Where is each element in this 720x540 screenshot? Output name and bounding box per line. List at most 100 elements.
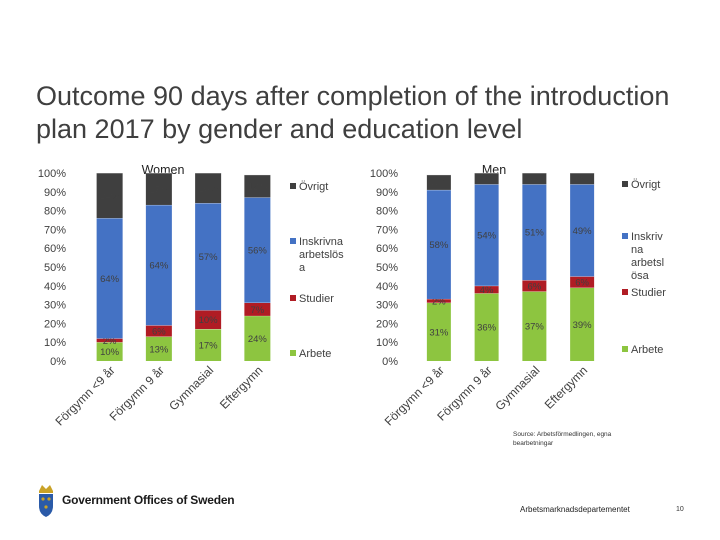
source-note: Source: Arbetsförmedlingen, egna bearbet… bbox=[513, 431, 612, 447]
y-tick-label: 50% bbox=[376, 262, 398, 274]
y-tick-label: 90% bbox=[44, 187, 66, 199]
legend-entry: Arbete bbox=[299, 348, 331, 360]
data-label: 10% bbox=[100, 347, 120, 358]
legend-swatch bbox=[622, 233, 628, 239]
bar-segment bbox=[522, 280, 547, 292]
category-label: Förgymn <9 år bbox=[382, 363, 447, 428]
y-tick-label: 40% bbox=[44, 281, 66, 293]
bar-segment bbox=[426, 189, 451, 299]
crown-crest-icon bbox=[39, 485, 53, 517]
department-name: Arbetsmarknadsdepartementet bbox=[520, 505, 630, 514]
category-label: Gymnasial bbox=[166, 363, 216, 413]
bar-segment bbox=[570, 287, 595, 361]
data-label: 17% bbox=[149, 184, 169, 195]
slide-title: Outcome 90 days after completion of the … bbox=[36, 81, 670, 144]
data-label: 51% bbox=[525, 228, 545, 239]
footer-logo: Government Offices of Sweden bbox=[36, 482, 235, 518]
data-label: 6% bbox=[575, 174, 589, 185]
y-tick-label: 70% bbox=[44, 224, 66, 236]
bar-segment bbox=[244, 302, 271, 316]
data-label: 24% bbox=[248, 334, 268, 345]
bar-segment bbox=[474, 184, 499, 286]
data-label: 8% bbox=[432, 178, 446, 189]
bar-segment bbox=[474, 285, 499, 294]
legend-swatch bbox=[622, 346, 628, 352]
data-label: 6% bbox=[528, 281, 542, 292]
legend-swatch bbox=[622, 181, 628, 187]
legend-entry-line: ösa bbox=[631, 270, 650, 282]
bar-segment bbox=[570, 173, 595, 185]
legend-entry: Studier bbox=[631, 287, 666, 299]
data-label: 64% bbox=[100, 274, 120, 285]
data-label: 64% bbox=[149, 261, 169, 272]
bar-segment bbox=[145, 336, 172, 361]
data-label: 4% bbox=[480, 285, 494, 296]
bar-segment bbox=[426, 298, 451, 303]
y-tick-label: 100% bbox=[38, 168, 66, 180]
bar-segment bbox=[195, 310, 222, 330]
bar-segment bbox=[145, 325, 172, 337]
data-label: 2% bbox=[103, 336, 117, 347]
chart-women: Women0%10%20%30%40%50%60%70%80%90%100%10… bbox=[38, 163, 344, 429]
bar-segment bbox=[96, 338, 123, 343]
bar-segment bbox=[96, 218, 123, 339]
y-tick-label: 20% bbox=[44, 318, 66, 330]
bar-segment bbox=[195, 203, 222, 311]
legend-entry: Studier bbox=[299, 293, 334, 305]
legend-entry: Övrigt bbox=[631, 179, 660, 191]
bar-segment bbox=[195, 329, 222, 361]
y-tick-label: 30% bbox=[44, 300, 66, 312]
legend-entry: Övrigt bbox=[299, 181, 328, 193]
y-tick-label: 70% bbox=[376, 224, 398, 236]
data-label: 54% bbox=[477, 231, 497, 242]
data-label: 6% bbox=[575, 278, 589, 289]
y-tick-label: 20% bbox=[376, 318, 398, 330]
bar-segment bbox=[96, 173, 123, 219]
bar-segment bbox=[570, 184, 595, 277]
data-label: 31% bbox=[429, 327, 449, 338]
chart-men: Men0%10%20%30%40%50%60%70%80%90%100%31%2… bbox=[370, 163, 666, 429]
legend-swatch bbox=[622, 289, 628, 295]
bar-segment bbox=[244, 315, 271, 361]
bar-segment bbox=[195, 173, 222, 204]
y-tick-label: 80% bbox=[376, 206, 398, 218]
y-tick-label: 10% bbox=[376, 337, 398, 349]
data-label: 57% bbox=[199, 252, 219, 263]
y-tick-label: 60% bbox=[376, 243, 398, 255]
legend-entry-line: arbetsl bbox=[631, 257, 664, 269]
bar-segment bbox=[145, 204, 172, 326]
legend-entry-line: arbetslös bbox=[299, 249, 344, 261]
data-label: 13% bbox=[149, 344, 169, 355]
legend-entry-line: Inskrivna bbox=[299, 236, 344, 248]
y-tick-label: 60% bbox=[44, 243, 66, 255]
page-number: 10 bbox=[676, 506, 684, 513]
data-label: 39% bbox=[573, 320, 593, 331]
legend-entry-line: a bbox=[299, 262, 306, 274]
data-label: 24% bbox=[100, 191, 120, 202]
data-label: 6% bbox=[528, 174, 542, 185]
category-label: Eftergymn bbox=[217, 363, 266, 412]
bar-segment bbox=[244, 197, 271, 303]
data-label: 56% bbox=[248, 246, 268, 257]
data-label: 17% bbox=[199, 341, 219, 352]
y-tick-label: 100% bbox=[370, 168, 398, 180]
legend-swatch bbox=[290, 238, 296, 244]
bar-segment bbox=[96, 342, 123, 361]
legend-entry: Arbete bbox=[631, 344, 663, 356]
bar-segment bbox=[145, 173, 172, 205]
category-label: Gymnasial bbox=[493, 363, 543, 413]
y-tick-label: 90% bbox=[376, 187, 398, 199]
bar-segment bbox=[522, 291, 547, 361]
bar-segment bbox=[426, 174, 451, 190]
data-label: 58% bbox=[429, 240, 449, 251]
bar-segment bbox=[244, 174, 271, 198]
y-tick-label: 50% bbox=[44, 262, 66, 274]
data-label: 6% bbox=[152, 326, 166, 337]
data-label: 49% bbox=[573, 226, 593, 237]
data-label: 16% bbox=[199, 184, 219, 195]
data-label: 36% bbox=[477, 323, 497, 334]
legend-entry-line: Inskriv bbox=[631, 231, 663, 243]
